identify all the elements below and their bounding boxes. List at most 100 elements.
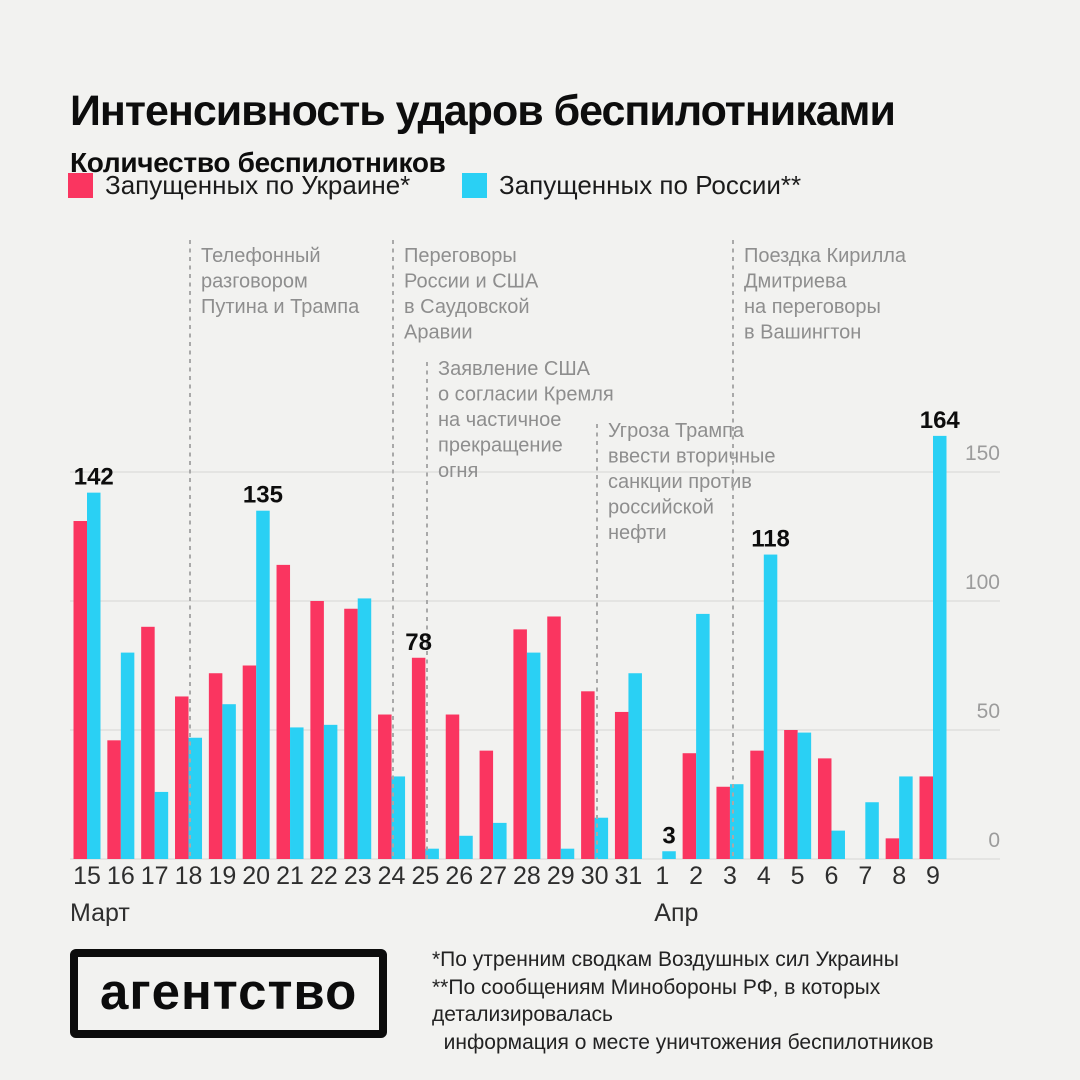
bar-russia-28: [526, 652, 541, 859]
bar-ukraine-27: [479, 750, 494, 859]
bar-russia-29: [560, 848, 575, 859]
y-axis-label-0: 0: [988, 829, 1000, 852]
legend-item-ukraine: Запущенных по Украине*: [68, 170, 410, 201]
x-axis-label-19: 3: [723, 862, 737, 890]
x-axis-label-20: 4: [757, 862, 771, 890]
bar-ukraine-2: [682, 753, 697, 859]
event-annotation-0: Телефонный разговором Путина и Трампа: [201, 245, 360, 318]
bar-russia-16: [120, 652, 135, 859]
bar-ukraine-31: [614, 711, 629, 859]
x-axis-label-21: 5: [791, 862, 805, 890]
bar-value-label-78: 78: [405, 629, 432, 656]
x-axis-label-7: 22: [310, 862, 338, 890]
x-axis-label-3: 18: [175, 862, 203, 890]
month-label-Март: Март: [70, 899, 130, 927]
chart-subtitle: Количество беспилотников: [70, 147, 446, 179]
bar-value-label-164: 164: [920, 407, 961, 434]
bar-ukraine-23: [344, 608, 358, 859]
bar-russia-25: [425, 848, 439, 859]
y-axis-label-100: 100: [965, 571, 1000, 594]
bar-ukraine-22: [310, 601, 324, 859]
bar-russia-21: [290, 727, 304, 859]
event-annotation-4: Поездка Кирилла Дмитриева на переговоры в В…: [744, 245, 907, 344]
bar-russia-24: [391, 776, 406, 859]
bar-russia-6: [831, 830, 845, 859]
x-axis-label-25: 9: [926, 862, 940, 890]
bar-ukraine-28: [513, 629, 527, 859]
x-axis-label-22: 6: [825, 862, 839, 890]
bar-russia-18: [188, 737, 203, 859]
page-title: Интенсивность ударов беспилотниками: [70, 86, 896, 135]
legend-label-ukraine: Запущенных по Украине*: [105, 170, 411, 200]
legend-item-russia: Запущенных по России**: [462, 170, 801, 201]
bar-russia-27: [493, 822, 507, 859]
bar-russia-2: [696, 613, 710, 859]
x-axis-label-13: 28: [513, 862, 541, 890]
legend-label-russia: Запущенных по России**: [499, 170, 802, 200]
bar-russia-19: [222, 704, 236, 859]
x-axis-label-14: 29: [547, 862, 575, 890]
bar-ukraine-3: [716, 786, 730, 859]
bar-russia-9: [933, 435, 947, 859]
bar-russia-22: [323, 724, 338, 859]
bar-value-label-142: 142: [74, 464, 114, 491]
bar-ukraine-29: [547, 616, 561, 859]
bar-russia-26: [459, 835, 473, 859]
bar-ukraine-6: [817, 758, 832, 859]
bar-value-label-3: 3: [662, 822, 675, 849]
x-axis-label-16: 31: [615, 862, 643, 890]
bar-ukraine-17: [141, 626, 155, 859]
bar-value-label-118: 118: [751, 526, 790, 553]
bar-ukraine-26: [445, 714, 460, 859]
bar-ukraine-15: [73, 521, 87, 859]
bar-russia-4: [763, 554, 778, 859]
x-axis-label-5: 20: [242, 862, 270, 890]
bar-russia-31: [628, 673, 642, 859]
bar-ukraine-24: [378, 714, 392, 859]
bar-russia-17: [154, 791, 169, 859]
bar-ukraine-16: [107, 740, 121, 859]
bar-russia-5: [797, 732, 812, 859]
bar-ukraine-4: [750, 750, 764, 859]
y-axis-label-50: 50: [977, 700, 1000, 723]
bar-ukraine-9: [919, 776, 933, 859]
bar-ukraine-8: [885, 838, 900, 859]
y-axis-label-150: 150: [965, 442, 1000, 465]
bar-russia-23: [357, 598, 372, 859]
bar-russia-1: [662, 851, 676, 859]
x-axis-label-4: 19: [208, 862, 236, 890]
bar-ukraine-5: [784, 730, 798, 859]
event-annotation-2: Заявление США о согласии Кремля на частичн…: [438, 358, 614, 482]
bar-ukraine-21: [276, 564, 291, 859]
bar-ukraine-30: [581, 691, 595, 859]
bar-russia-30: [594, 817, 609, 859]
bar-russia-8: [899, 776, 913, 859]
bar-russia-3: [729, 784, 744, 859]
x-axis-label-1: 16: [107, 862, 135, 890]
footnotes: *По утренним сводкам Воздушных сил Украи…: [432, 948, 934, 1054]
bar-russia-15: [87, 492, 101, 859]
x-axis-label-12: 27: [479, 862, 507, 890]
bar-ukraine-20: [242, 665, 257, 859]
x-axis-label-17: 1: [655, 862, 669, 890]
bar-ukraine-25: [411, 657, 426, 859]
x-axis-label-11: 26: [445, 862, 473, 890]
bar-ukraine-18: [175, 696, 189, 859]
x-axis-label-0: 15: [73, 862, 101, 890]
bar-ukraine-19: [208, 673, 223, 859]
x-axis-label-15: 30: [581, 862, 609, 890]
x-axis-label-2: 17: [141, 862, 169, 890]
x-axis-label-9: 24: [378, 862, 406, 890]
month-label-Апр: Апр: [654, 899, 698, 927]
legend-swatch-ukraine-icon: [68, 173, 93, 198]
legend-swatch-russia-icon: [462, 173, 487, 198]
x-axis-label-24: 8: [892, 862, 906, 890]
event-annotation-1: Переговоры России и США в Саудовской Аравии: [404, 245, 539, 344]
x-axis-label-23: 7: [858, 862, 872, 890]
x-axis-label-10: 25: [411, 862, 439, 890]
agentstvo-logo: агентство: [70, 949, 388, 1038]
bar-russia-20: [256, 510, 270, 859]
bar-russia-7: [865, 802, 879, 859]
